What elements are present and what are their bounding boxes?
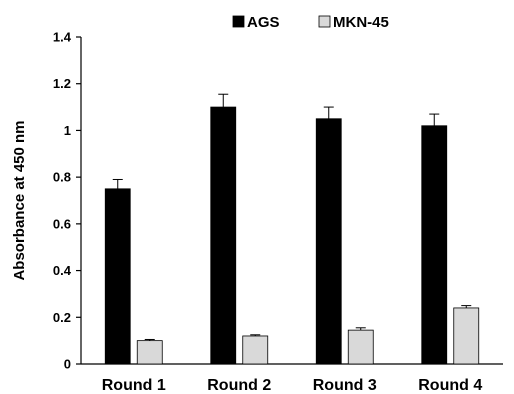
y-tick-label: 0.6 bbox=[53, 216, 71, 231]
legend-swatch-mkn-45 bbox=[318, 15, 331, 28]
y-axis: 0 0.2 0.4 0.6 0.8 1 1.2 1.4 bbox=[53, 30, 82, 372]
y-tick-label: 1.2 bbox=[53, 76, 71, 91]
legend-swatch-ags bbox=[232, 15, 245, 28]
y-tick-label: 0.4 bbox=[53, 263, 72, 278]
y-tick-label: 1 bbox=[64, 123, 71, 138]
x-tick-label: Round 4 bbox=[418, 377, 482, 394]
legend-label-mkn-45: MKN-45 bbox=[333, 14, 389, 31]
x-tick-label: Round 1 bbox=[102, 377, 166, 394]
bar-ags bbox=[104, 188, 131, 365]
x-tick-label: Round 2 bbox=[207, 377, 271, 394]
bar-mkn-45 bbox=[136, 340, 163, 365]
legend: AGS MKN-45 bbox=[232, 14, 389, 31]
y-tick-label: 0 bbox=[64, 357, 71, 372]
bar-mkn-45 bbox=[242, 335, 269, 365]
bar-ags bbox=[421, 125, 448, 365]
x-tick-label: Round 3 bbox=[313, 377, 377, 394]
y-tick-label: 1.4 bbox=[53, 30, 72, 45]
bar-ags bbox=[210, 106, 237, 365]
bar-mkn-45 bbox=[347, 329, 374, 365]
bar-mkn-45 bbox=[453, 307, 480, 365]
y-tick-label: 0.2 bbox=[53, 310, 71, 325]
y-tick-label: 0.8 bbox=[53, 170, 71, 185]
x-axis: Round 1 Round 2 Round 3 Round 4 bbox=[81, 363, 503, 394]
legend-label-ags: AGS bbox=[247, 14, 280, 31]
bars bbox=[104, 93, 480, 365]
bar-ags bbox=[315, 118, 342, 365]
y-axis-label: Absorbance at 450 nm bbox=[11, 120, 28, 280]
